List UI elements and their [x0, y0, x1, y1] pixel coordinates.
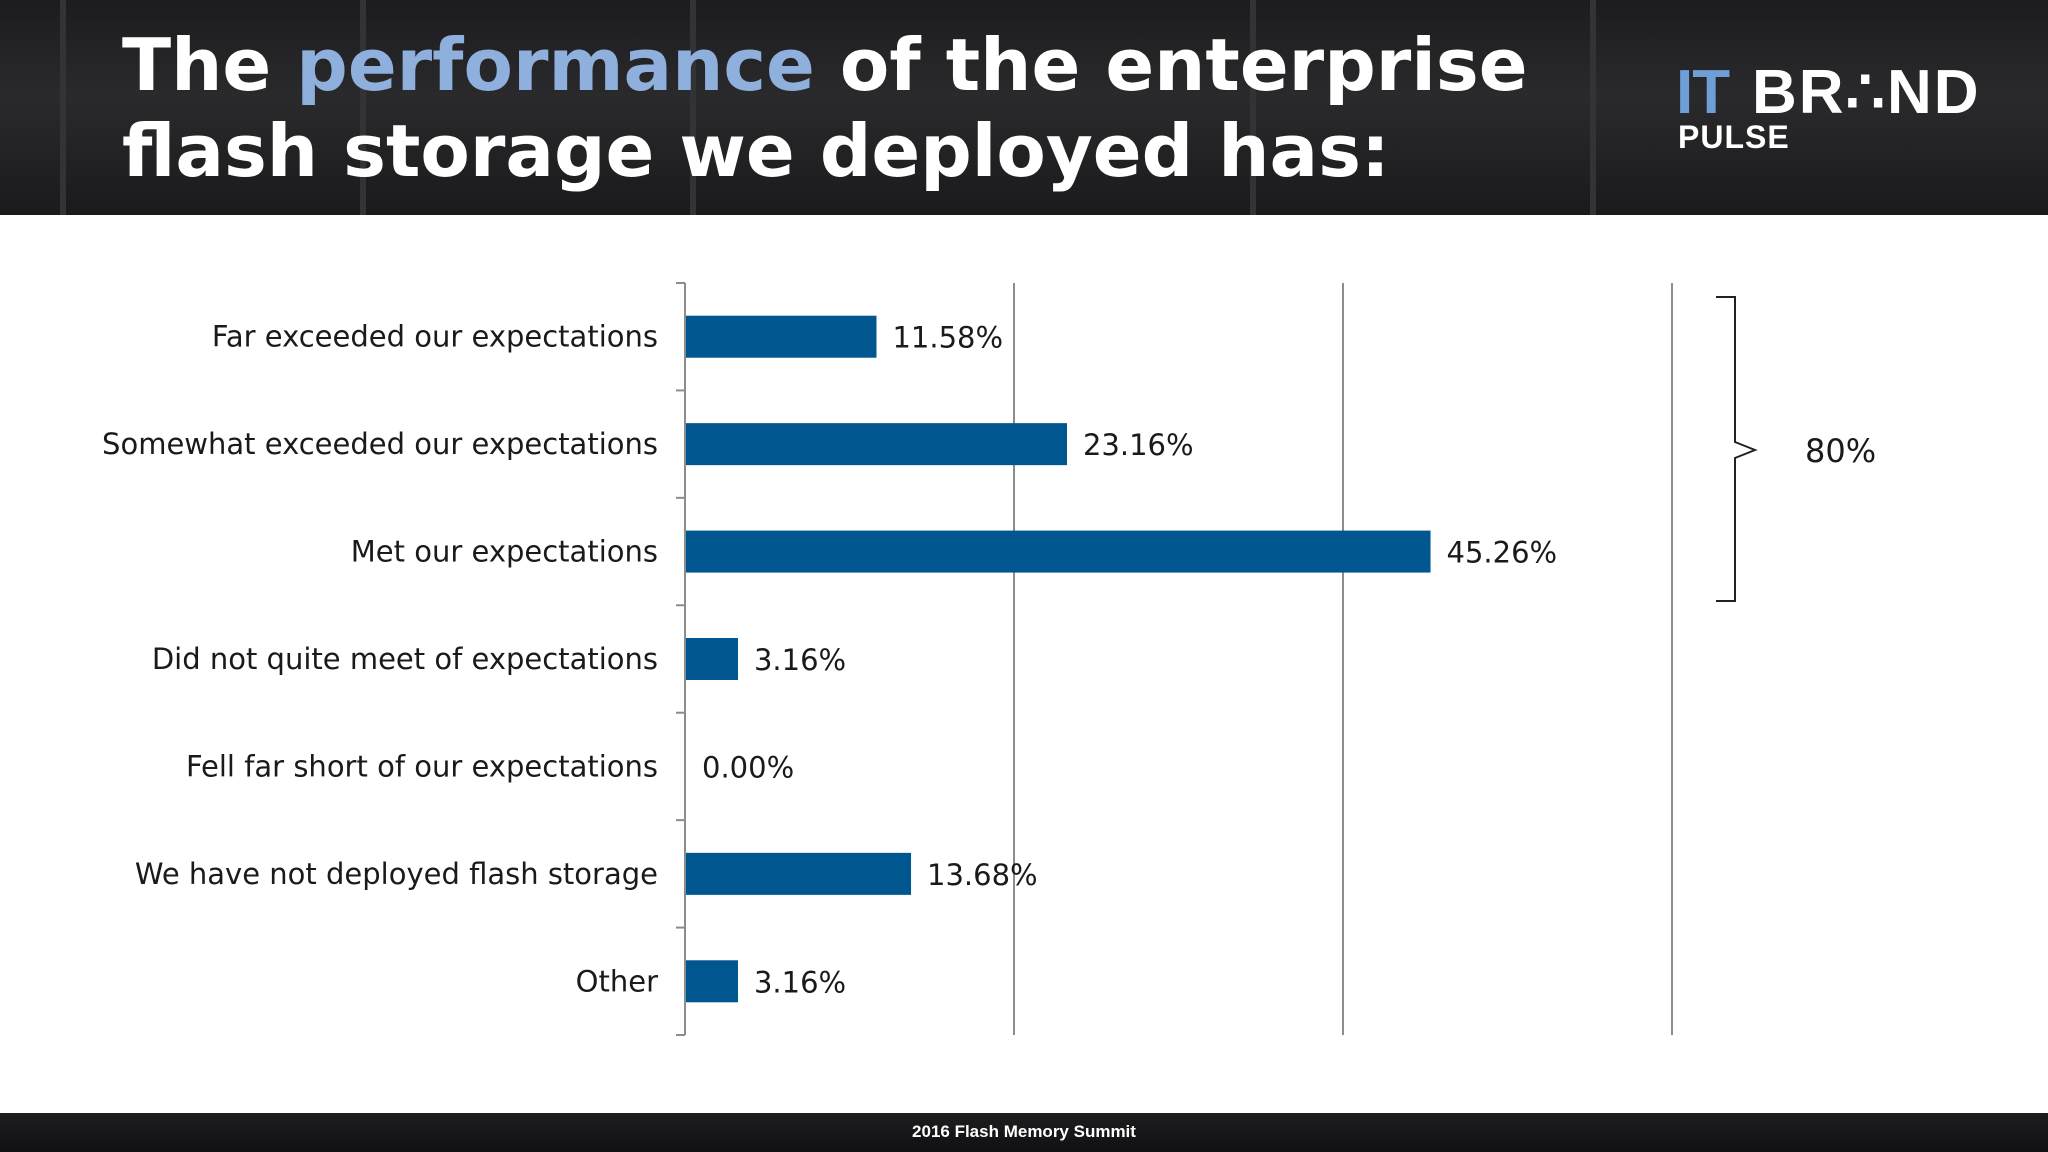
- data-label: 11.58%: [892, 321, 1003, 355]
- bracket-layer: 80%: [1716, 296, 1876, 602]
- logo-brand-text: BR∴ND: [1752, 58, 1981, 127]
- data-label: 45.26%: [1447, 536, 1558, 570]
- slide-title: The performance of the enterprise flash s…: [122, 22, 1528, 194]
- data-label: 23.16%: [1083, 428, 1194, 462]
- data-label: 3.16%: [754, 643, 846, 677]
- data-label: 3.16%: [754, 965, 846, 999]
- axis-layer: [676, 282, 686, 1036]
- bar: [686, 423, 1067, 466]
- logo-pulse-text: PULSE: [1678, 119, 1790, 155]
- label-layer: Far exceeded our expectations 11.58% Somew…: [102, 320, 1557, 1000]
- category-label: We have not deployed flash storage: [135, 857, 658, 891]
- category-label: Did not quite meet of expectations: [152, 642, 658, 676]
- title-line2: flash storage we deployed has:: [122, 109, 1390, 193]
- bar: [686, 960, 738, 1003]
- footer-text: 2016 Flash Memory Summit: [912, 1122, 1136, 1141]
- category-label: Somewhat exceeded our expectations: [102, 427, 658, 461]
- bar: [686, 638, 738, 680]
- data-label: 13.68%: [927, 858, 1038, 892]
- bar: [686, 530, 1431, 573]
- bar: [686, 852, 912, 895]
- grid-layer: [1013, 283, 1673, 1035]
- logo-it-text: IT: [1676, 58, 1730, 127]
- category-label: Far exceeded our expectations: [212, 320, 658, 354]
- bracket-label: 80%: [1805, 432, 1876, 470]
- bar-layer: [686, 315, 1431, 1003]
- itbrandpulse-logo: IT BR∴ND PULSE: [1676, 58, 2016, 178]
- category-label: Met our expectations: [351, 535, 658, 569]
- category-label: Fell far short of our expectations: [186, 749, 658, 783]
- bracket-brace: [1716, 296, 1758, 602]
- category-label: Other: [576, 964, 658, 998]
- header-banner: The performance of the enterprise flash s…: [0, 0, 2048, 215]
- title-accent: performance: [296, 23, 815, 107]
- title-part1: The: [122, 23, 297, 107]
- title-part2: of the enterprise: [814, 23, 1528, 107]
- data-label: 0.00%: [702, 750, 794, 784]
- footer-bar: 2016 Flash Memory Summit: [0, 1113, 2048, 1152]
- bar: [686, 315, 877, 358]
